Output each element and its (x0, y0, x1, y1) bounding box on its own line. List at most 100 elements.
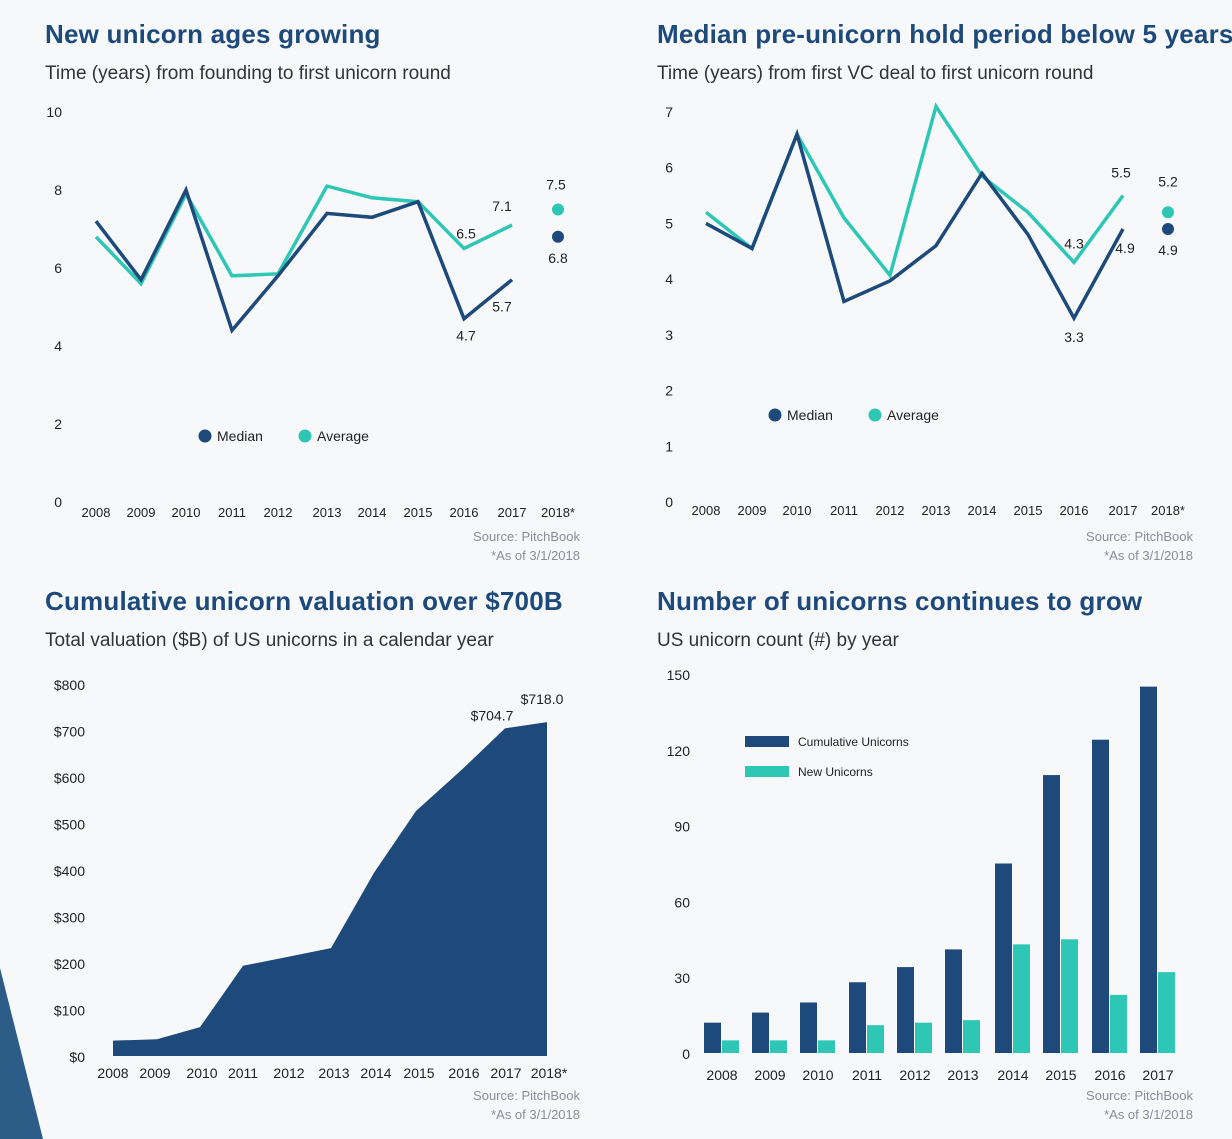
data-label: 7.5 (546, 177, 566, 193)
line-chart-founding-to-unicorn: 0 2 4 6 8 10 2008 2009 2010 2011 2012 2013 2014 2015 2… (46, 104, 575, 520)
chart-subtitle: US unicorn count (#) by year (657, 630, 899, 651)
chart-title: Median pre-unicorn hold period below 5 y… (657, 19, 1232, 49)
as-of-text: *As of 3/1/2018 (491, 548, 580, 563)
x-tick-label: 2017 (1109, 503, 1138, 518)
chart-subtitle: Total valuation ($B) of US unicorns in a… (45, 630, 494, 651)
y-tick-label: 120 (667, 743, 691, 759)
y-tick-label: 6 (665, 160, 673, 176)
x-tick-label: 2014 (358, 505, 387, 520)
bar-new-2017 (1158, 972, 1175, 1053)
bar-cumulative-2011 (849, 982, 866, 1053)
x-tick-label: 2017 (498, 505, 527, 520)
y-tick-label: $800 (54, 677, 85, 693)
x-tick-label: 2017 (1142, 1067, 1173, 1083)
source-note: Source: PitchBook *As of 3/1/2018 (380, 1086, 580, 1124)
y-tick-label: 1 (665, 438, 673, 454)
legend-marker-average (868, 408, 882, 422)
bar-cumulative-2014 (995, 863, 1012, 1053)
x-tick-label: 2014 (968, 503, 997, 518)
y-tick-label: 8 (54, 182, 62, 198)
chart-title: New unicorn ages growing (45, 19, 381, 49)
y-tick-label: $500 (54, 817, 85, 833)
legend-marker-cumulative (745, 736, 789, 747)
x-tick-label: 2009 (127, 505, 156, 520)
x-tick-label: 2013 (318, 1065, 349, 1081)
data-label: 7.1 (492, 198, 512, 214)
y-tick-label: 0 (54, 494, 62, 510)
source-text: Source: PitchBook (1086, 1088, 1193, 1103)
bar-new-2008 (722, 1040, 739, 1053)
legend-marker-average (298, 429, 312, 443)
chart-subtitle: Time (years) from first VC deal to first… (657, 63, 1094, 84)
bar-new-2012 (915, 1022, 932, 1053)
data-label: 4.9 (1158, 242, 1178, 258)
x-tick-label: 2009 (738, 503, 767, 518)
y-tick-label: $0 (69, 1049, 85, 1065)
x-tick-label: 2015 (1014, 503, 1043, 518)
y-tick-label: 60 (674, 894, 690, 910)
x-tick-label: 2018* (1151, 503, 1185, 518)
as-of-text: *As of 3/1/2018 (1104, 548, 1193, 563)
x-tick-label: 2016 (1094, 1067, 1125, 1083)
data-label: 5.5 (1111, 165, 1131, 181)
data-label: 6.8 (548, 250, 568, 266)
x-tick-label: 2010 (186, 1065, 217, 1081)
legend-marker-median (198, 429, 212, 443)
data-label: $704.7 (471, 707, 514, 723)
y-tick-label: $100 (54, 1003, 85, 1019)
y-tick-label: 4 (54, 338, 62, 354)
x-tick-label: 2017 (490, 1065, 521, 1081)
legend-label-median: Median (217, 428, 263, 444)
bar-cumulative-2013 (945, 949, 962, 1053)
bar-cumulative-2009 (752, 1012, 769, 1053)
bar-new-2010 (818, 1040, 835, 1053)
x-tick-label: 2012 (264, 505, 293, 520)
bar-new-2015 (1061, 939, 1078, 1053)
x-tick-label: 2009 (139, 1065, 170, 1081)
bar-cumulative-2010 (800, 1002, 817, 1053)
y-tick-label: $300 (54, 910, 85, 926)
y-tick-label: 7 (665, 104, 673, 120)
legend-label-median: Median (787, 407, 833, 423)
as-of-text: *As of 3/1/2018 (1104, 1107, 1193, 1122)
x-tick-label: 2008 (97, 1065, 128, 1081)
bar-cumulative-2008 (704, 1022, 721, 1053)
x-tick-label: 2008 (706, 1067, 737, 1083)
bar-new-2014 (1013, 944, 1030, 1053)
bar-cumulative-2012 (897, 967, 914, 1053)
x-tick-label: 2014 (997, 1067, 1028, 1083)
x-tick-label: 2012 (876, 503, 905, 518)
x-tick-label: 2008 (692, 503, 721, 518)
y-tick-label: $700 (54, 724, 85, 740)
bar-cumulative-2015 (1043, 775, 1060, 1053)
legend-label-average: Average (317, 428, 369, 444)
bar-new-2016 (1110, 994, 1127, 1053)
legend-marker-new (745, 766, 789, 777)
source-note: Source: PitchBook *As of 3/1/2018 (380, 527, 580, 565)
x-tick-label: 2011 (228, 1065, 258, 1081)
chart-title: Number of unicorns continues to grow (657, 586, 1143, 616)
y-tick-label: 2 (665, 383, 673, 399)
as-of-text: *As of 3/1/2018 (491, 1107, 580, 1122)
x-tick-label: 2015 (404, 505, 433, 520)
point-2018-median (1162, 223, 1174, 235)
x-tick-label: 2010 (783, 503, 812, 518)
area-chart-valuation: $0 $100 $200 $300 $400 $500 $600 $700 $800 2008 20… (54, 677, 568, 1081)
source-text: Source: PitchBook (473, 529, 580, 544)
bar-new-2011 (867, 1025, 884, 1053)
series-line-median (94, 185, 514, 334)
y-tick-label: $200 (54, 956, 85, 972)
legend-label-average: Average (887, 407, 939, 423)
data-label: 3.3 (1064, 329, 1084, 345)
y-tick-label: 3 (665, 327, 673, 343)
source-text: Source: PitchBook (1086, 529, 1193, 544)
bar-new-2009 (770, 1040, 787, 1053)
y-tick-label: 0 (665, 494, 673, 510)
x-tick-label: 2018* (531, 1065, 568, 1081)
decorative-wedge (0, 968, 43, 1139)
legend-marker-median (768, 408, 782, 422)
point-2018-average (1162, 206, 1174, 219)
data-label: 5.2 (1158, 173, 1178, 189)
source-note: Source: PitchBook *As of 3/1/2018 (993, 1086, 1193, 1124)
